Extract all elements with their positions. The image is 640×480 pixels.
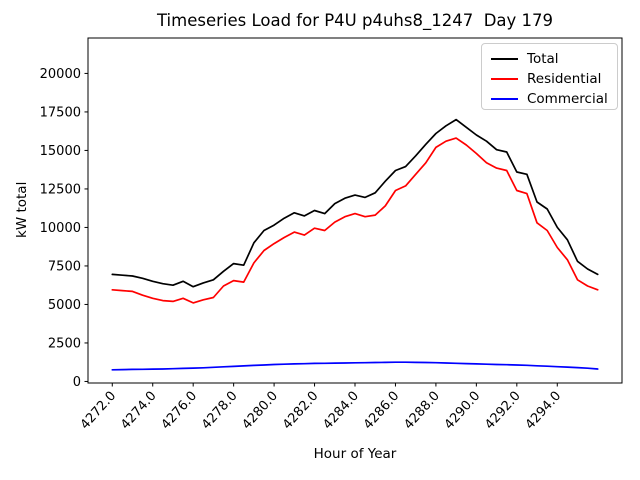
x-tick-label: 4280.0 <box>239 389 281 433</box>
legend-label-commercial: Commercial <box>527 91 608 107</box>
chart-title: Timeseries Load for P4U p4uhs8_1247 Day … <box>156 11 554 30</box>
legend-label-residential: Residential <box>527 71 602 87</box>
legend-label-total: Total <box>527 51 559 67</box>
y-tick-label: 10000 <box>40 221 81 236</box>
x-tick-label: 4276.0 <box>159 389 201 433</box>
x-tick-label: 4286.0 <box>361 389 403 433</box>
residential-line <box>111 137 599 304</box>
legend-item-commercial: Commercial <box>491 89 617 109</box>
y-tick-label: 20000 <box>40 67 81 82</box>
x-tick-label: 4292.0 <box>482 389 524 433</box>
y-axis-label: kW total <box>14 181 30 238</box>
x-tick-label: 4294.0 <box>523 389 565 433</box>
x-tick-label: 4282.0 <box>280 389 322 433</box>
x-tick-label: 4284.0 <box>320 389 362 433</box>
x-axis-label: Hour of Year <box>313 446 397 462</box>
x-tick-label: 4272.0 <box>78 389 120 433</box>
y-tick-label: 7500 <box>48 259 81 274</box>
y-tick-label: 2500 <box>48 336 81 351</box>
total-line-swatch <box>491 58 518 60</box>
y-tick-label: 15000 <box>40 144 81 159</box>
x-tick-label: 4290.0 <box>442 389 484 433</box>
axes-frame <box>87 37 623 384</box>
commercial-line-swatch <box>491 98 518 100</box>
legend-item-total: Total <box>491 49 617 69</box>
commercial-line <box>111 361 599 371</box>
y-tick-label: 5000 <box>48 298 81 313</box>
legend: Total Residential Commercial <box>481 43 618 110</box>
total-line <box>111 118 599 288</box>
legend-item-residential: Residential <box>491 69 617 89</box>
y-tick-label: 0 <box>73 375 81 390</box>
y-tick-label: 17500 <box>40 105 81 120</box>
x-tick-label: 4278.0 <box>199 389 241 433</box>
x-tick-label: 4274.0 <box>118 389 160 433</box>
y-tick-label: 12500 <box>40 182 81 197</box>
x-tick-label: 4288.0 <box>401 389 443 433</box>
residential-line-swatch <box>491 78 518 80</box>
